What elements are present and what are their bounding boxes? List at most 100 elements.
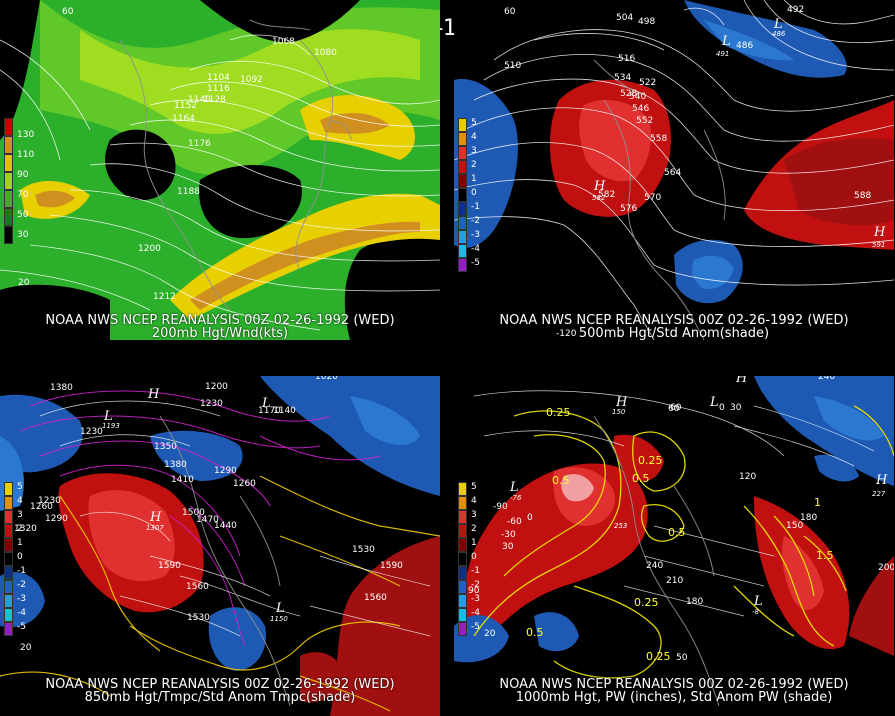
contour-label: 582 bbox=[598, 190, 615, 200]
contour-label: 1230 bbox=[38, 496, 61, 506]
center-value: 1150 bbox=[270, 615, 288, 623]
high-center-marker: H bbox=[873, 225, 886, 240]
low-center-marker: L bbox=[261, 396, 271, 411]
map-500mb: 504 498 492 486 510 516 522 528 534 540 … bbox=[454, 0, 894, 340]
contour-label: 588 bbox=[854, 191, 871, 201]
contour-labels-1000mb: 240 60 0 30 120 150 180 210 240 180 -90 … bbox=[468, 376, 894, 663]
contour-label: 570 bbox=[644, 193, 661, 203]
legend-label: -5 bbox=[17, 622, 26, 632]
pw-labels-1000mb: 0.25 0.5 0.25 0.5 0.5 0.25 0.25 1.5 1 0.… bbox=[526, 406, 834, 663]
center-value: 591 bbox=[872, 241, 885, 249]
center-value: 1307 bbox=[146, 524, 164, 532]
pw-label: 0.5 bbox=[526, 626, 544, 639]
legend-label: -3 bbox=[471, 230, 480, 240]
contour-label: 558 bbox=[650, 134, 667, 144]
edge-label: -120 bbox=[556, 329, 577, 339]
contour-label: 0 bbox=[719, 403, 725, 413]
pw-label: 0.25 bbox=[646, 650, 671, 663]
caption-source: NOAA NWS NCEP REANALYSIS 00Z 02-26-1992 … bbox=[45, 313, 395, 328]
legend-label: 2 bbox=[471, 524, 477, 534]
panel-850mb: 1380 1230 1200 1230 1170 1140 1020 1350 … bbox=[0, 376, 440, 716]
legend-label: 1 bbox=[471, 174, 477, 184]
center-value: -8 bbox=[752, 608, 760, 616]
legend-200mb: 130 110 90 70 50 30 bbox=[4, 118, 34, 244]
contour-label: 486 bbox=[736, 41, 753, 51]
legend-label: 0 bbox=[471, 552, 477, 562]
contour-label: 90 bbox=[468, 586, 480, 596]
legend-label: 4 bbox=[17, 496, 23, 506]
legend-label: 90 bbox=[17, 170, 29, 180]
contour-label: 240 bbox=[818, 376, 835, 382]
panel-500mb: 504 498 492 486 510 516 522 528 534 540 … bbox=[454, 0, 894, 340]
contour-label: 120 bbox=[739, 472, 756, 482]
legend-label: -4 bbox=[471, 608, 480, 618]
legend-label: -4 bbox=[17, 608, 26, 618]
contour-labels-850mb: 1380 1230 1200 1230 1170 1140 1020 1350 … bbox=[14, 376, 403, 653]
legend-label: 5 bbox=[471, 118, 477, 128]
edge-label: 60 bbox=[62, 7, 74, 17]
contour-label: 1080 bbox=[314, 48, 337, 58]
contour-label: 1188 bbox=[177, 187, 200, 197]
legend-label: -2 bbox=[471, 580, 480, 590]
contour-label: 60 bbox=[668, 404, 680, 414]
contour-label: 1152 bbox=[174, 101, 197, 111]
caption-source: NOAA NWS NCEP REANALYSIS 00Z 02-26-1992 … bbox=[45, 677, 395, 692]
legend-label: 1 bbox=[471, 538, 477, 548]
low-center-marker: L bbox=[275, 601, 285, 616]
contour-label: 1092 bbox=[240, 75, 263, 85]
contour-label: 1260 bbox=[233, 479, 256, 489]
legend-label: 2 bbox=[17, 524, 23, 534]
legend-label: -5 bbox=[471, 258, 480, 268]
caption-source: NOAA NWS NCEP REANALYSIS 00Z 02-26-1992 … bbox=[499, 313, 849, 328]
legend-label: 4 bbox=[471, 496, 477, 506]
legend-1000mb: 5 4 3 2 1 0 -1 -2 -3 -4 -5 bbox=[458, 482, 480, 636]
legend-label: 3 bbox=[471, 510, 477, 520]
pressure-centers-1000mb: H L L H L H 150 -76 253 227 -8 bbox=[509, 376, 888, 616]
contour-label: 1470 bbox=[196, 515, 219, 525]
contour-label: 1590 bbox=[158, 561, 181, 571]
contour-label: 1530 bbox=[352, 545, 375, 555]
legend-label: -5 bbox=[471, 622, 480, 632]
legend-label: -1 bbox=[471, 202, 480, 212]
contour-label: 540 bbox=[629, 92, 646, 102]
contour-label: 30 bbox=[502, 542, 514, 552]
panel-200mb: 1068 1080 1092 1104 1116 1128 1140 1152 … bbox=[0, 0, 440, 340]
contour-label: 1260 bbox=[30, 502, 53, 512]
pw-label: 0.5 bbox=[668, 526, 686, 539]
contour-label: 552 bbox=[636, 116, 653, 126]
contour-label: 1200 bbox=[205, 382, 228, 392]
contour-label: 1500 bbox=[182, 508, 205, 518]
pw-label: 1 bbox=[814, 496, 821, 509]
contour-label: 180 bbox=[800, 513, 817, 523]
legend-label: 5 bbox=[17, 482, 23, 492]
contour-label: 1200 bbox=[138, 244, 161, 254]
contour-label: -60 bbox=[507, 517, 522, 527]
contour-label: -90 bbox=[493, 502, 508, 512]
low-center-marker: L bbox=[709, 395, 719, 410]
center-value: 253 bbox=[614, 522, 627, 530]
high-center-marker: H bbox=[735, 376, 748, 386]
contour-label: 1170 bbox=[258, 406, 281, 416]
legend-label: 3 bbox=[17, 510, 23, 520]
center-value: 582 bbox=[592, 194, 606, 202]
legend-label: -1 bbox=[17, 566, 26, 576]
legend-label: 0 bbox=[17, 552, 23, 562]
edge-label: 20 bbox=[18, 278, 30, 288]
caption-field: 200mb Hgt/Wnd(kts) bbox=[151, 326, 289, 341]
contour-label: 1530 bbox=[187, 613, 210, 623]
high-center-marker: H bbox=[149, 510, 162, 525]
legend-label: 2 bbox=[471, 160, 477, 170]
contour-label: 1020 bbox=[315, 376, 338, 382]
map-200mb: 1068 1080 1092 1104 1116 1128 1140 1152 … bbox=[0, 0, 440, 340]
contour-label: 1230 bbox=[80, 427, 103, 437]
contour-label: 1068 bbox=[272, 37, 295, 47]
center-value: 150 bbox=[612, 408, 626, 416]
pw-label: 1.5 bbox=[816, 549, 834, 562]
edge-label: 60 bbox=[504, 7, 516, 17]
center-value: 491 bbox=[716, 50, 729, 58]
contour-labels-200mb: 1068 1080 1092 1104 1116 1128 1140 1152 … bbox=[18, 7, 337, 302]
contour-label: 1140 bbox=[188, 95, 211, 105]
contour-label: 510 bbox=[504, 61, 521, 71]
contour-label: 50 bbox=[676, 653, 688, 663]
contour-label: 492 bbox=[787, 5, 804, 15]
